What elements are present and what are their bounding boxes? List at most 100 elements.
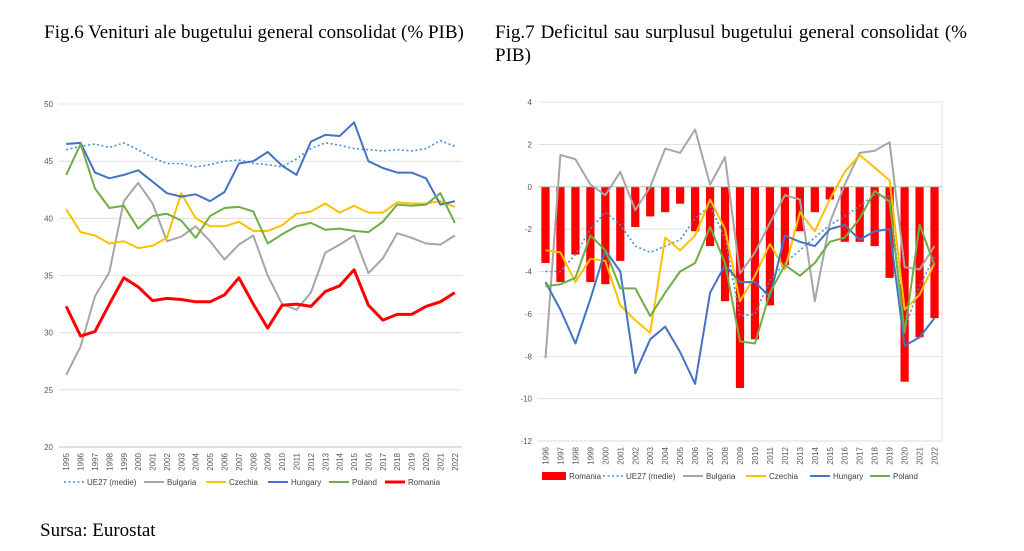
fig7-x-tick-label: 2020 (901, 446, 910, 464)
fig7-legend-label-ue27-medie: UE27 (medie) (626, 472, 676, 481)
fig7-bar-romania (646, 186, 655, 217)
fig7-series-czechia (545, 154, 936, 334)
fig7-bar-romania (676, 186, 685, 204)
fig6-x-tick-label: 2014 (336, 452, 345, 470)
fig7-y-tick-label: 0 (528, 183, 533, 192)
fig6-series-bulgaria (65, 181, 456, 376)
fig7-bar-romania (795, 186, 804, 232)
fig7-x-tick-label: 2009 (736, 446, 745, 464)
fig7-bar-romania (556, 186, 565, 283)
source-note: Sursa: Eurostat (40, 520, 156, 541)
fig7-x-tick-label: 2005 (676, 446, 685, 464)
fig7-bar-romania (586, 186, 595, 283)
fig7-bar-romania (810, 186, 819, 213)
fig7-bar-romania (915, 186, 924, 338)
fig7-bar-romania (780, 186, 790, 266)
fig7-bar-romania (750, 186, 760, 340)
fig6-x-tick-label: 1999 (120, 452, 129, 470)
fig7-x-tick-label: 2007 (706, 446, 715, 464)
fig7-bar-romania (870, 186, 879, 247)
fig6-x-tick-label: 2011 (292, 452, 301, 470)
fig6-y-tick-label: 25 (44, 386, 53, 395)
fig7-y-tick-label: -12 (520, 437, 532, 446)
fig7-legend-label-poland: Poland (893, 472, 918, 481)
fig6-x-tick-label: 2002 (163, 452, 172, 470)
fig7-legend-label-romania: Romania (569, 472, 602, 481)
fig7-bar-romania (720, 186, 730, 302)
fig7-legend-label-hungary: Hungary (833, 472, 863, 481)
fig6-x-tick-label: 2013 (321, 452, 330, 470)
fig7-x-tick-label: 2001 (616, 446, 625, 464)
fig6-x-tick-label: 1998 (105, 452, 114, 470)
fig7-bar-romania (616, 186, 625, 261)
fig7-bar-romania (690, 186, 700, 232)
fig6-y-tick-label: 35 (44, 272, 53, 281)
fig6-x-tick-label: 1996 (77, 452, 86, 470)
fig6-legend-label-hungary: Hungary (291, 478, 321, 487)
fig7-legend-label-bulgaria: Bulgaria (706, 472, 736, 481)
fig6-x-tick-label: 2006 (221, 452, 230, 470)
fig6-x-tick-label: 2016 (364, 452, 373, 470)
fig6-legend-label-czechia: Czechia (229, 478, 258, 487)
fig7-x-tick-label: 2000 (601, 446, 610, 464)
fig6-x-tick-label: 2008 (249, 452, 258, 470)
fig7-x-tick-label: 2010 (751, 446, 760, 464)
fig7-bar-romania (661, 186, 670, 213)
fig6-x-tick-label: 2003 (177, 452, 186, 470)
fig6-y-tick-label: 45 (44, 157, 53, 166)
fig6-x-tick-label: 2015 (350, 452, 359, 470)
fig7-x-tick-label: 1997 (556, 446, 565, 464)
fig7-x-tick-label: 2021 (916, 446, 925, 464)
fig6-x-tick-label: 2021 (436, 452, 445, 470)
fig7-x-tick-label: 2022 (931, 446, 940, 464)
fig7-x-tick-label: 2003 (646, 446, 655, 464)
fig7-x-tick-label: 2006 (691, 446, 700, 464)
fig7-series-poland (545, 190, 936, 345)
fig7-bar-romania (900, 186, 909, 382)
fig6-y-tick-label: 30 (44, 329, 53, 338)
fig7-x-tick-label: 2013 (796, 446, 805, 464)
fig6-x-tick-label: 1995 (62, 452, 71, 470)
fig6-x-tick-label: 2018 (393, 452, 402, 470)
fig7-title: Fig.7 Deficitul sau surplusul bugetului … (495, 22, 967, 66)
fig7-series-hungary (544, 223, 936, 385)
fig6-legend-label-ue27-medie: UE27 (medie) (87, 478, 137, 487)
fig7-y-tick-label: 4 (528, 98, 533, 107)
fig7-x-tick-label: 2002 (631, 446, 640, 464)
fig7-y-tick-label: -6 (525, 310, 533, 319)
fig6-x-tick-label: 2010 (278, 452, 287, 470)
fig7-legend-swatch-romania (542, 472, 566, 480)
fig7-bar-romania (840, 186, 849, 242)
fig7-bar-romania (930, 186, 939, 319)
fig7-x-tick-label: 2018 (871, 446, 880, 464)
fig7-y-tick-label: -2 (525, 225, 533, 234)
fig6-x-tick-label: 2007 (235, 452, 244, 470)
fig7-x-tick-label: 2015 (826, 446, 835, 464)
fig7-bar-romania (705, 186, 715, 247)
fig6-x-tick-label: 2017 (379, 452, 388, 470)
fig7-bar-romania (541, 186, 550, 264)
fig7-x-tick-label: 2019 (886, 446, 895, 464)
fig7-bar-romania (571, 186, 580, 255)
fig6-y-tick-label: 40 (44, 214, 53, 223)
fig6-x-tick-label: 1997 (91, 452, 100, 470)
fig7-bar-romania (825, 186, 834, 200)
fig7-bar-romania (601, 186, 610, 285)
fig6-series-hungary (66, 121, 456, 206)
fig6-y-tick-label: 50 (44, 100, 53, 109)
fig7-x-tick-label: 2011 (766, 446, 775, 464)
fig6-legend-label-bulgaria: Bulgaria (167, 478, 197, 487)
fig6-series-czechia (65, 192, 456, 250)
fig7-y-tick-label: 2 (528, 140, 533, 149)
fig7-series-ue27-medie (545, 194, 936, 330)
fig7-x-tick-label: 1998 (571, 446, 580, 464)
fig7-y-tick-label: -4 (525, 268, 533, 277)
fig6-x-tick-label: 2022 (451, 452, 460, 470)
fig7-x-tick-label: 2017 (856, 446, 865, 464)
fig6-series-romania (64, 268, 456, 338)
fig7-legend-label-czechia: Czechia (769, 472, 798, 481)
fig6-x-tick-label: 2001 (149, 452, 158, 470)
fig6-y-tick-label: 20 (44, 443, 53, 452)
